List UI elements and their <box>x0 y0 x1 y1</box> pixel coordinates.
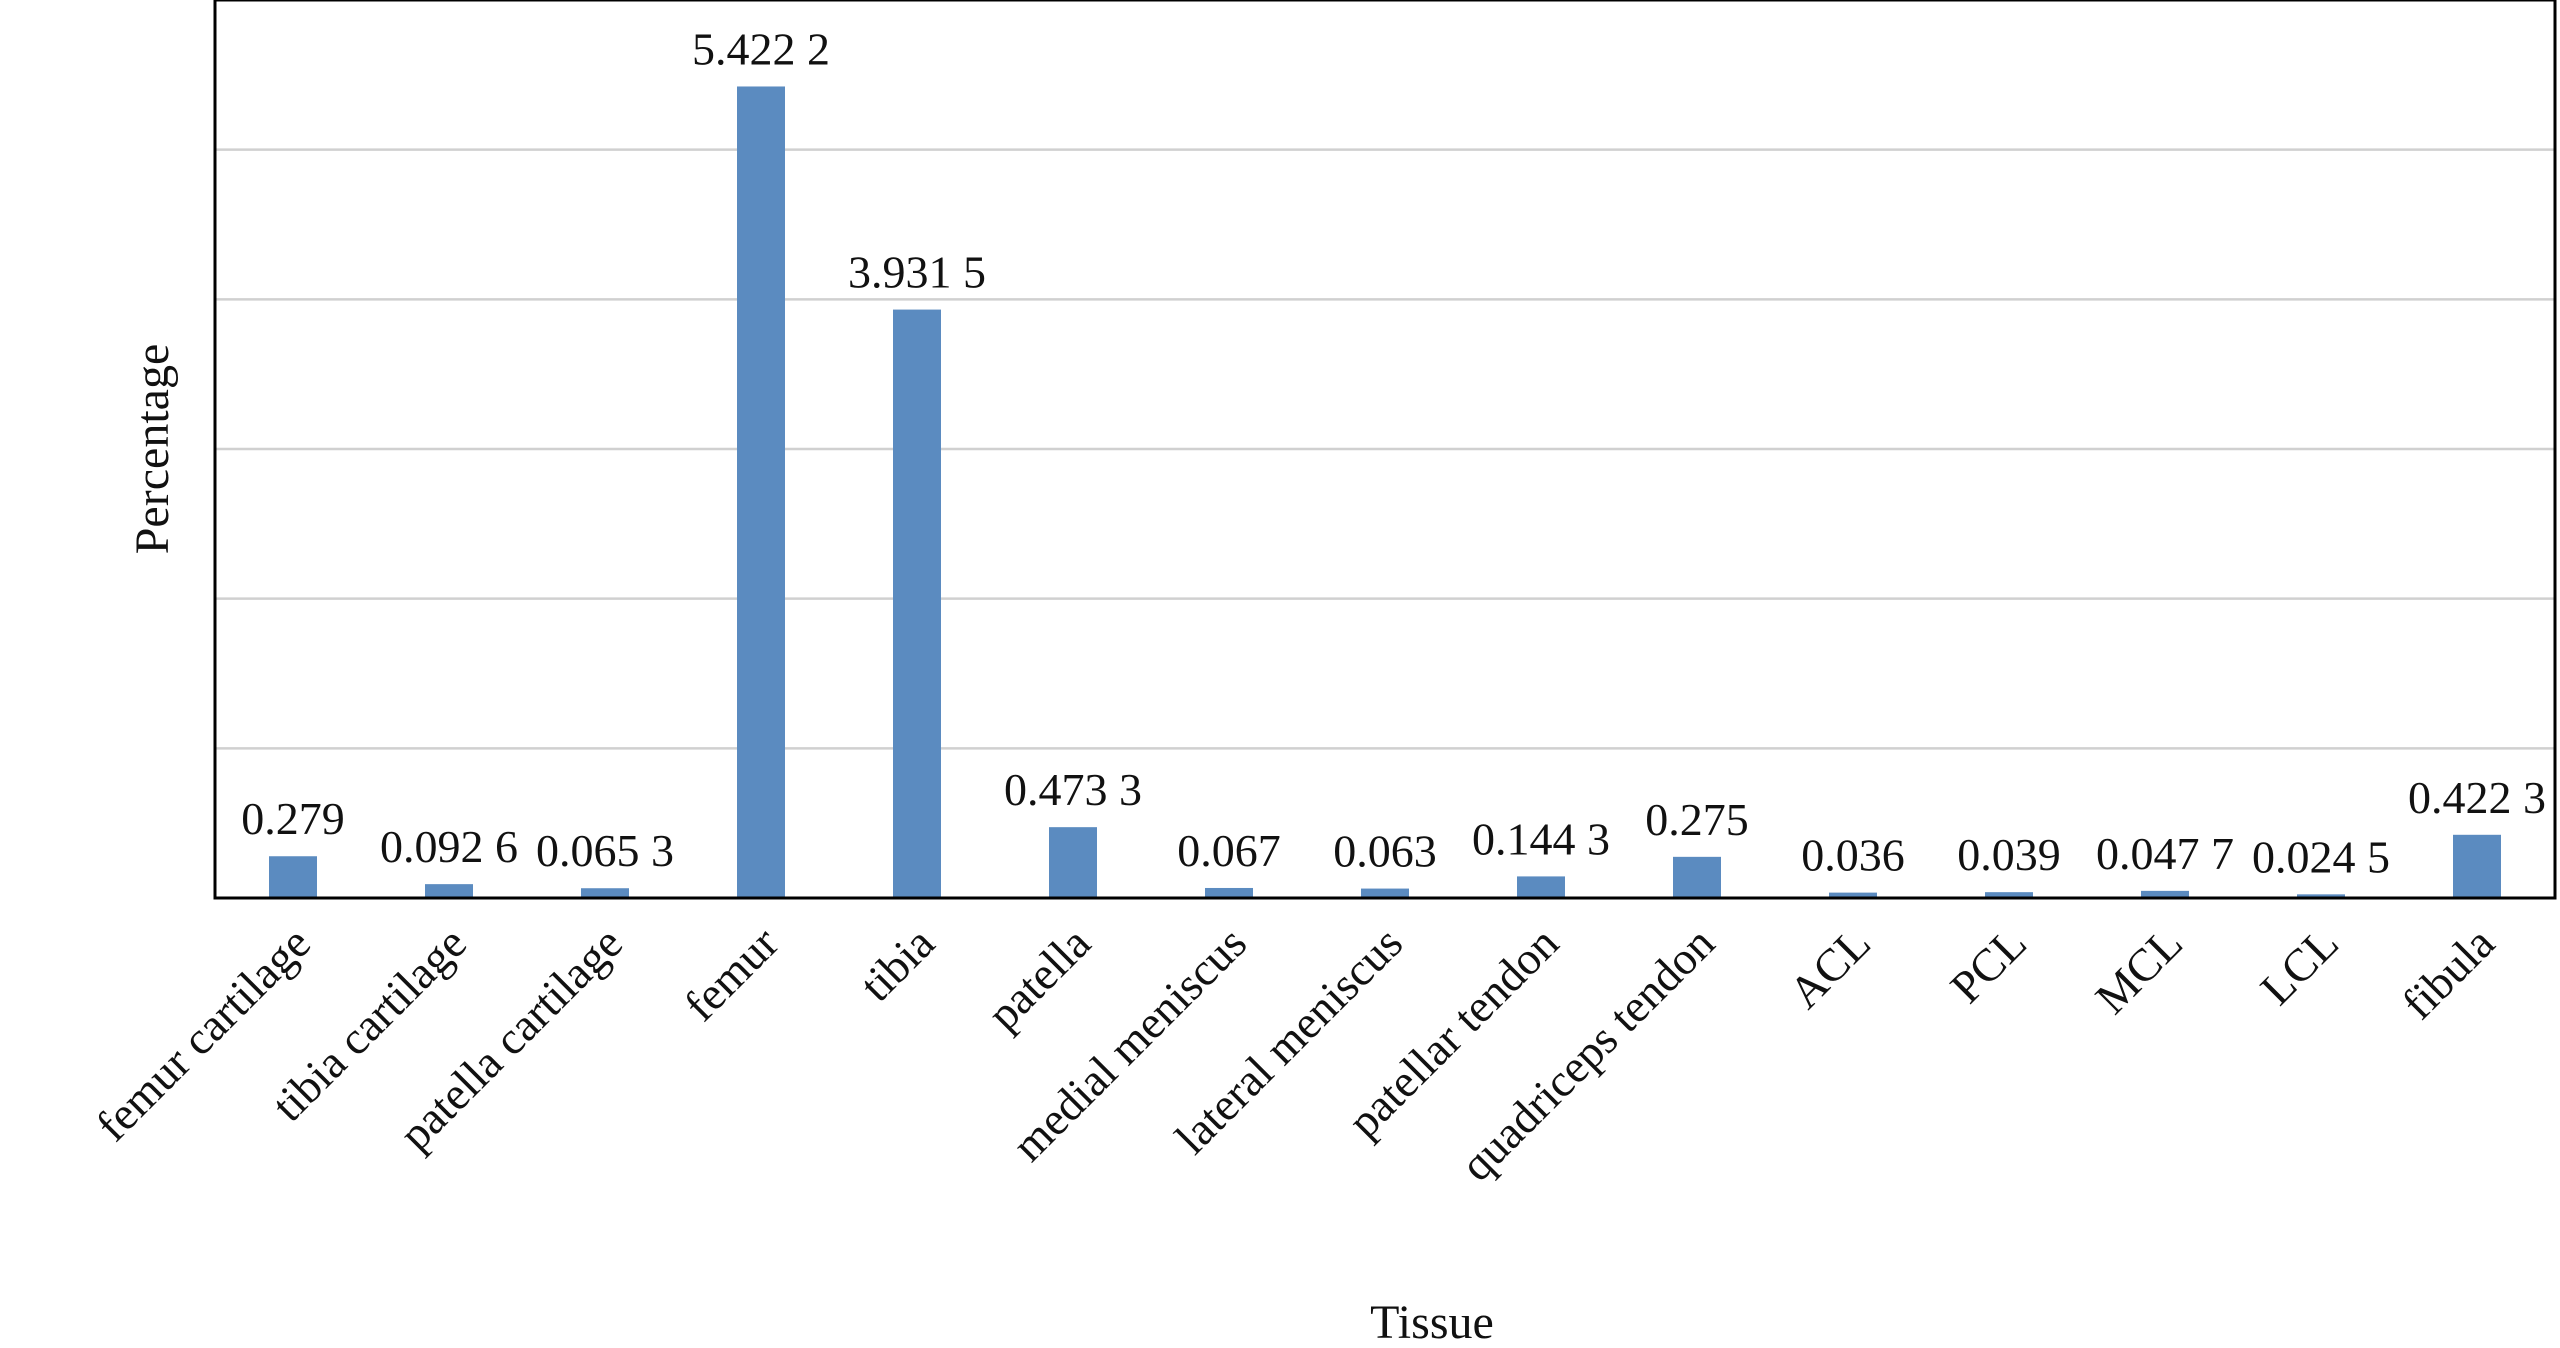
data-label: 0.065 3 <box>536 825 674 876</box>
x-tick-label: PCL <box>1940 917 2036 1013</box>
bar-patella <box>1049 827 1097 898</box>
data-label: 5.422 2 <box>692 23 830 74</box>
bar-patellar-tendon <box>1517 876 1565 898</box>
data-label: 0.422 3 <box>2408 772 2546 823</box>
data-labels: 0.279 0.092 6 0.065 3 5.422 2 3.931 5 0.473 3… <box>241 23 2546 882</box>
x-axis-title: Tissue <box>1370 1296 1494 1348</box>
bar-pcl <box>1985 892 2033 898</box>
bar-lateral-meniscus <box>1361 888 1409 898</box>
plot-frame <box>213 0 2557 900</box>
data-label: 0.047 7 <box>2096 828 2234 879</box>
data-label: 0.039 <box>1957 829 2061 880</box>
bar-tibia-cartilage <box>425 884 473 898</box>
bar-fibula <box>2453 834 2501 898</box>
data-label: 0.144 3 <box>1472 813 1610 864</box>
bar-acl <box>1829 892 1877 898</box>
data-label: 0.279 <box>241 793 345 844</box>
bar-tibia <box>893 309 941 898</box>
bar-lcl <box>2297 894 2345 898</box>
gridlines <box>215 148 2555 750</box>
x-tick-label: fibula <box>2392 917 2504 1029</box>
x-tick-label: LCL <box>2251 917 2349 1015</box>
data-label: 0.024 5 <box>2252 831 2390 882</box>
data-label: 0.063 <box>1333 826 1437 877</box>
bar-femur <box>737 86 785 898</box>
data-label: 0.067 <box>1177 825 1281 876</box>
bar-femur-cartilage <box>269 856 317 898</box>
bar-mcl <box>2141 890 2189 898</box>
bar-medial-meniscus <box>1205 887 1253 898</box>
bar-quadriceps-tendon <box>1673 856 1721 898</box>
data-label: 0.473 3 <box>1004 764 1142 815</box>
data-label: 3.931 5 <box>848 247 986 298</box>
bars <box>269 86 2501 898</box>
x-tick-label: patella <box>977 917 1100 1040</box>
data-label: 0.036 <box>1801 830 1905 881</box>
x-tick-label: ACL <box>1779 917 1880 1018</box>
bar-patella-cartilage <box>581 888 629 898</box>
data-label: 0.092 6 <box>380 821 518 872</box>
x-tick-label: tibia <box>850 917 944 1011</box>
x-tick-label: MCL <box>2086 917 2193 1024</box>
data-label: 0.275 <box>1645 794 1749 845</box>
y-axis-title: Percentage <box>126 344 179 555</box>
x-tick-label: femur <box>674 917 788 1031</box>
